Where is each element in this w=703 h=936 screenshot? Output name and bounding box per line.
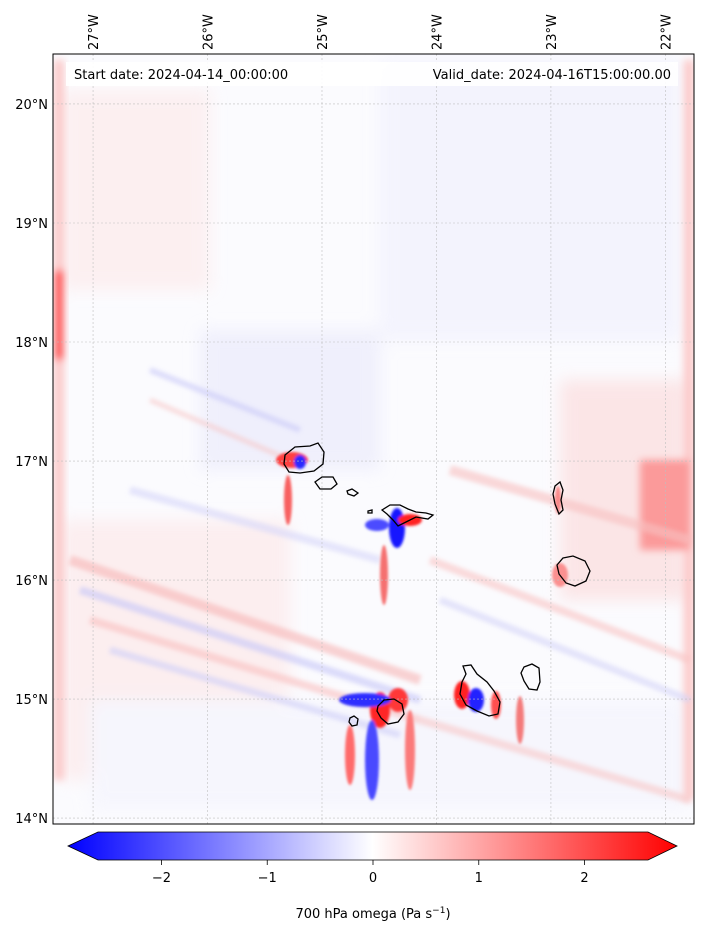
colorbar-label-sup: −1 [432, 906, 445, 916]
colorbar-tick-label: −1 [258, 871, 277, 886]
lat-tick-label: 15°N [15, 693, 48, 708]
map-frame [52, 53, 695, 825]
info-box-background [66, 62, 678, 86]
colorbar-label: 700 hPa omega (Pa s−1) [295, 906, 450, 922]
lon-tick-label: 27°W [87, 14, 102, 50]
start-date-label: Start date: 2024-04-14_00:00:00 [74, 68, 288, 83]
colorbar-ticks: −2 −1 0 1 2 [152, 860, 589, 886]
lat-tick-label: 17°N [15, 455, 48, 470]
omega-field [54, 60, 694, 810]
lat-tick-label: 16°N [15, 574, 48, 589]
lat-tick-label: 14°N [15, 812, 48, 827]
island-sao-nicolau [380, 504, 435, 527]
lat-tick-label: 18°N [15, 336, 48, 351]
colorbar-tick-label: 2 [580, 871, 588, 886]
lon-tick-label: 24°W [430, 14, 445, 50]
colorbar-tick-label: −2 [152, 871, 171, 886]
info-box: Start date: 2024-04-14_00:00:00 Valid_da… [66, 62, 678, 86]
longitude-tick-labels: 27°W 26°W 25°W 24°W 23°W 22°W [87, 14, 674, 50]
coastlines [283, 442, 591, 727]
latitude-tick-labels: 20°N 19°N 18°N 17°N 16°N 15°N 14°N [15, 98, 48, 827]
island-brava [348, 715, 359, 727]
lon-tick-label: 26°W [202, 14, 217, 50]
colorbar-body [67, 831, 678, 861]
island-fogo [376, 698, 405, 725]
colorbar: −2 −1 0 1 2 700 hPa omega (Pa s−1) [67, 831, 678, 922]
lat-tick-label: 20°N [15, 98, 48, 113]
lat-tick-label: 19°N [15, 217, 48, 232]
colorbar-tick-label: 1 [475, 871, 483, 886]
lon-tick-label: 22°W [659, 14, 674, 50]
island-sal [552, 480, 564, 516]
gridlines [53, 54, 694, 824]
island-raso [367, 509, 373, 514]
island-santa-luzia [346, 488, 360, 497]
colorbar-label-end: ) [445, 907, 450, 922]
colorbar-label-main: 700 hPa omega (Pa s [295, 907, 432, 922]
island-boa-vista [556, 555, 591, 587]
island-santo-antao [283, 442, 325, 474]
colorbar-tick-label: 0 [369, 871, 377, 886]
island-sao-vicente [314, 476, 338, 490]
lon-tick-label: 23°W [545, 14, 560, 50]
island-santiago [459, 664, 501, 717]
valid-date-label: Valid_date: 2024-04-16T15:00:00.00 [433, 68, 671, 83]
island-maio [520, 663, 541, 691]
lon-tick-label: 25°W [316, 14, 331, 50]
map-panel: Start date: 2024-04-14_00:00:00 Valid_da… [52, 53, 695, 825]
